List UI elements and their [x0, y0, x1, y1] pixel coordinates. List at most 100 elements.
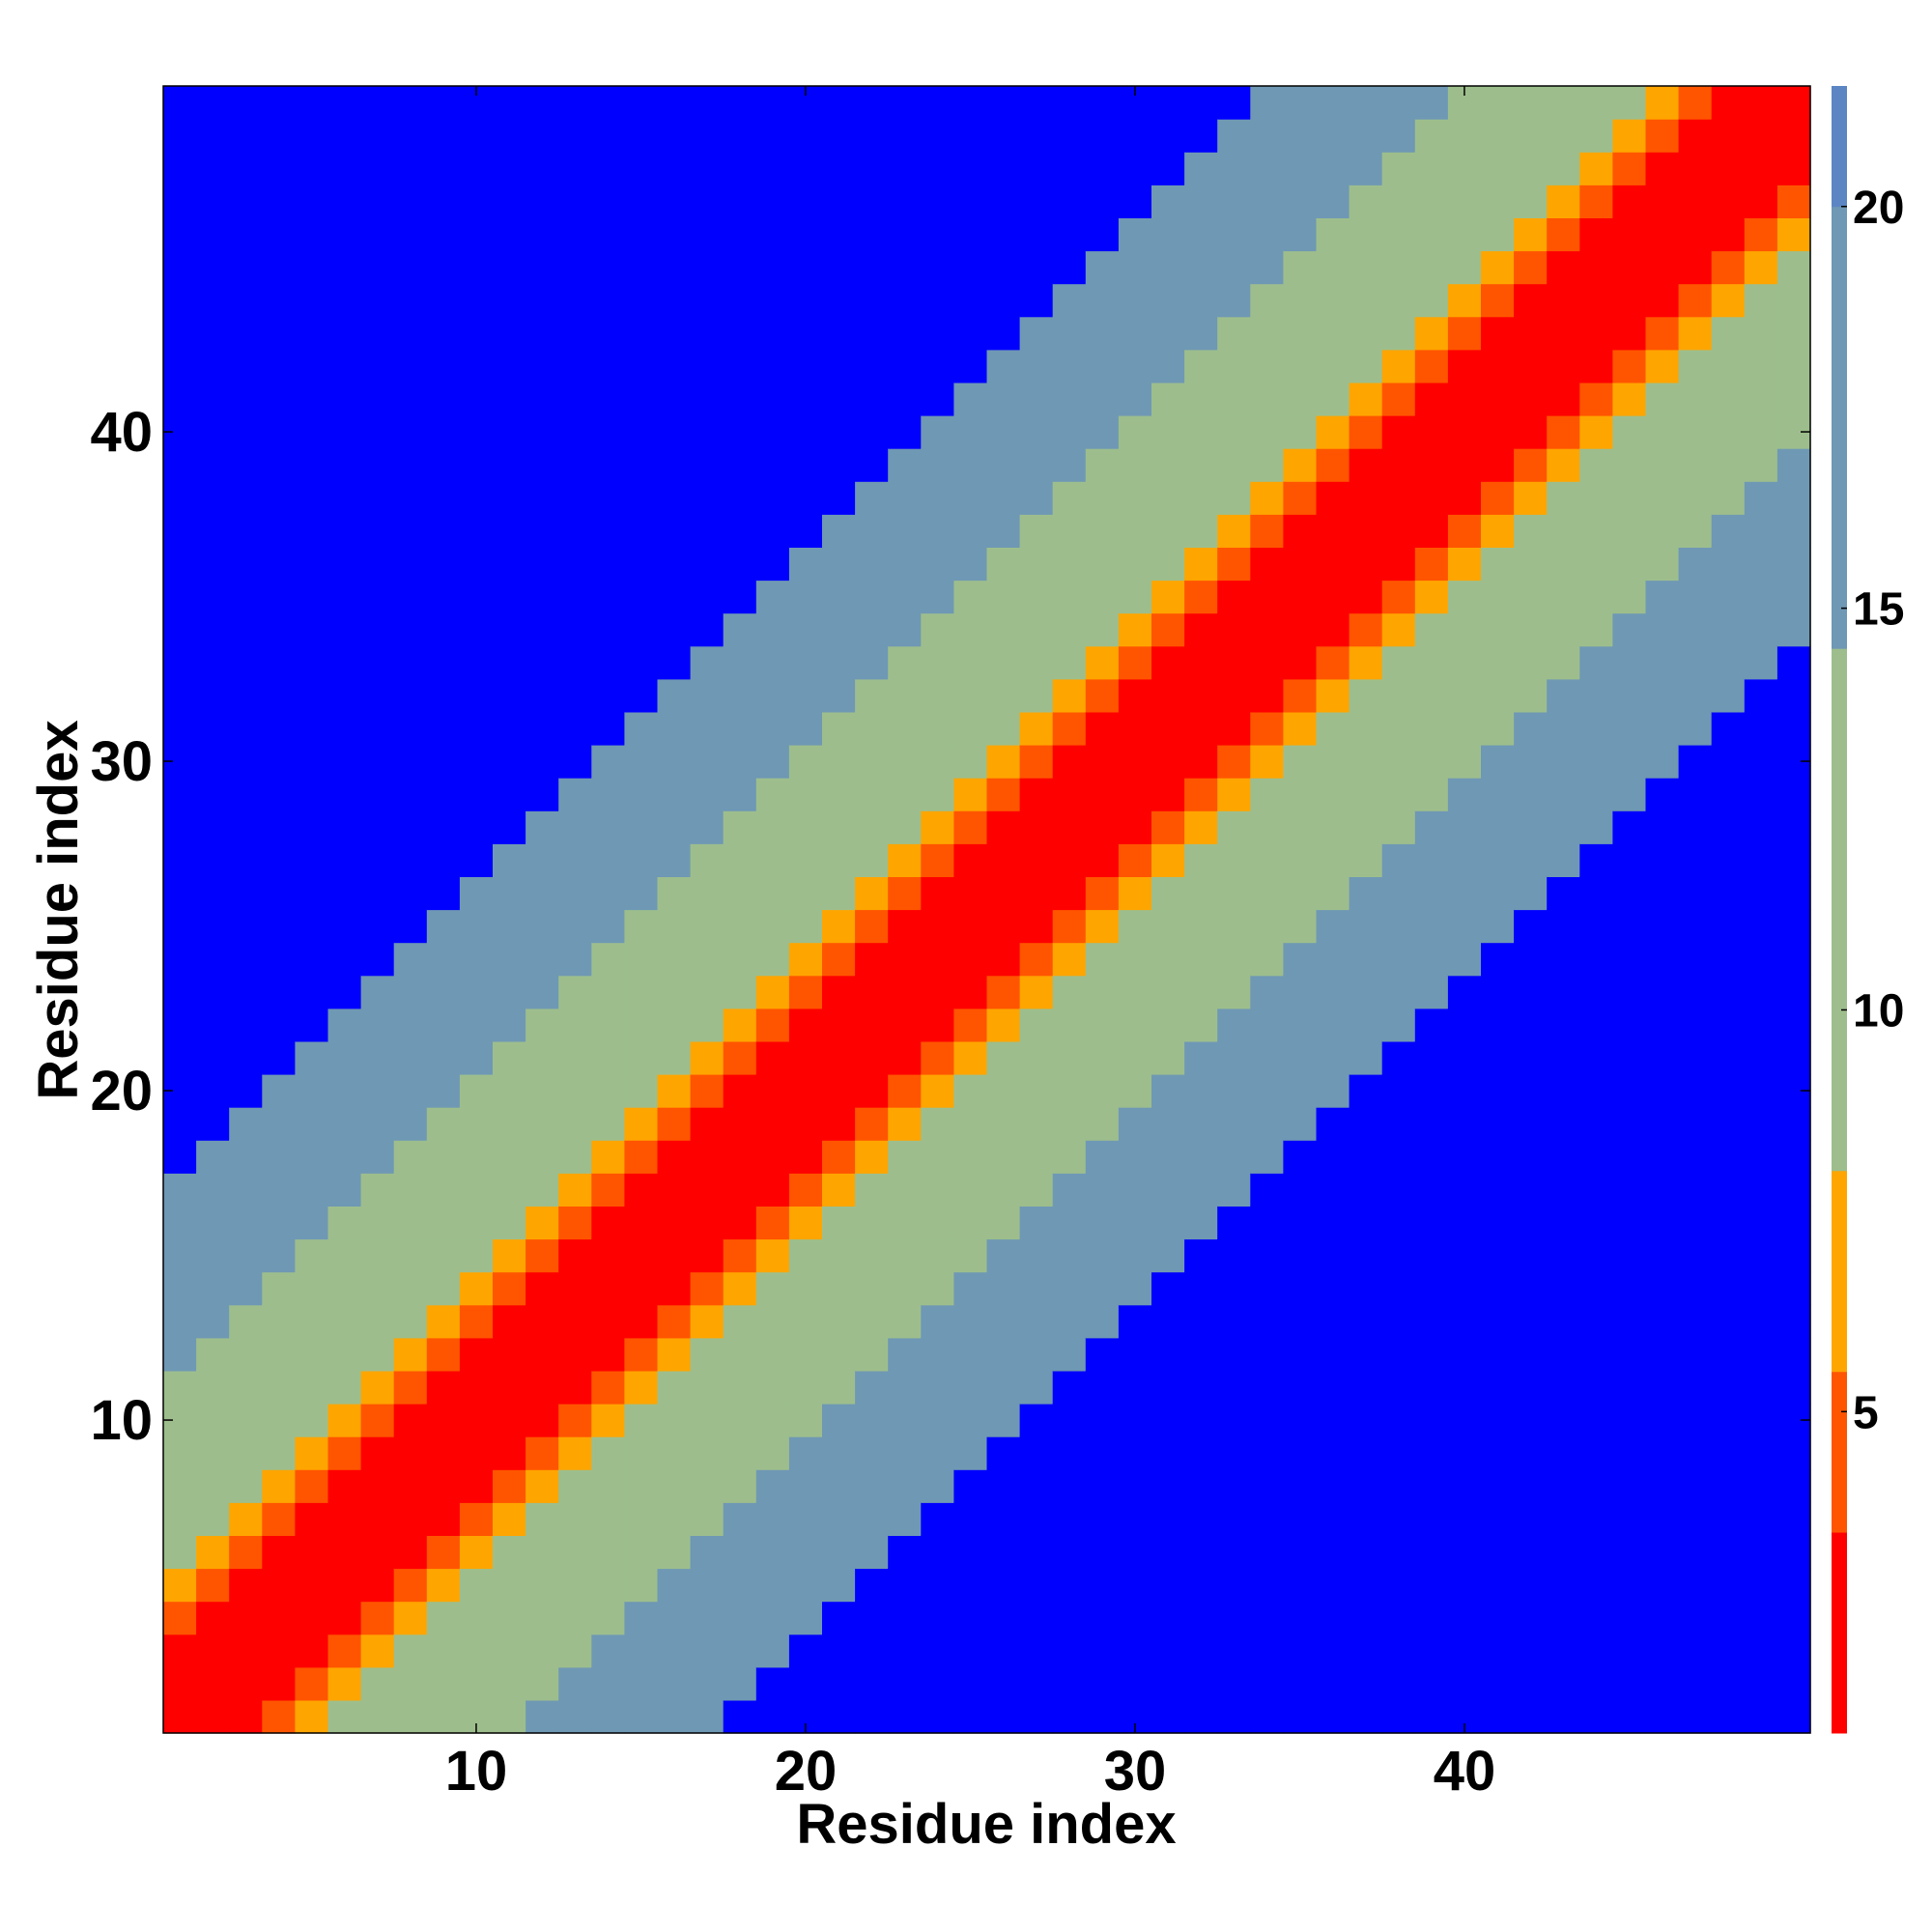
heatmap-cell [1776, 547, 1811, 582]
heatmap-cell [1381, 580, 1416, 614]
heatmap-cell [1481, 1436, 1515, 1470]
heatmap-cell [855, 1502, 889, 1536]
heatmap-cell [1085, 909, 1120, 944]
heatmap-cell [459, 382, 494, 416]
heatmap-cell [493, 975, 526, 1009]
heatmap-cell [591, 382, 625, 416]
heatmap-cell [196, 514, 230, 548]
heatmap-cell [1645, 678, 1680, 713]
heatmap-cell [1250, 382, 1284, 416]
heatmap-cell [1414, 1074, 1449, 1108]
heatmap-cell [953, 481, 988, 515]
heatmap-cell [1514, 1370, 1548, 1405]
heatmap-cell [1316, 1074, 1350, 1108]
heatmap-cell [196, 876, 230, 911]
heatmap-cell [1250, 1304, 1284, 1339]
heatmap-cell [426, 975, 461, 1009]
heatmap-cell [1085, 580, 1120, 614]
heatmap-cell [1711, 942, 1746, 977]
heatmap-cell [1217, 250, 1251, 285]
heatmap-cell [624, 1634, 659, 1668]
heatmap-cell [986, 152, 1021, 185]
heatmap-cell [493, 942, 526, 977]
heatmap-cell [1217, 612, 1251, 647]
heatmap-cell [755, 678, 790, 713]
heatmap-cell [393, 514, 428, 548]
heatmap-cell [953, 1436, 988, 1470]
heatmap-cell [360, 580, 395, 614]
heatmap-cell [1481, 1337, 1515, 1372]
heatmap-cell [953, 1008, 988, 1042]
heatmap-cell [624, 1140, 659, 1174]
heatmap-cell [1085, 1206, 1120, 1240]
heatmap-cell [1514, 843, 1548, 877]
heatmap-cell [1052, 1074, 1087, 1108]
heatmap-cell [1381, 843, 1416, 877]
heatmap-cell [1381, 1502, 1416, 1536]
heatmap-cell [788, 1535, 823, 1570]
heatmap-cell [196, 778, 230, 811]
heatmap-cell [1052, 1568, 1087, 1603]
heatmap-cell [1118, 1173, 1152, 1207]
heatmap-cell [295, 1404, 329, 1437]
heatmap-cell [1612, 86, 1647, 120]
colorbar [1832, 86, 1847, 1734]
heatmap-cell [426, 1469, 461, 1503]
heatmap-cell [1776, 349, 1811, 384]
heatmap-cell [888, 810, 922, 844]
heatmap-cell [1217, 316, 1251, 351]
heatmap-cell [493, 1337, 526, 1372]
heatmap-cell [295, 1502, 329, 1536]
heatmap-cell [459, 185, 494, 218]
heatmap-cell [1711, 1074, 1746, 1108]
heatmap-cell [1776, 382, 1811, 416]
heatmap-cell [1612, 612, 1647, 647]
heatmap-cell [1579, 711, 1613, 746]
heatmap-cell [921, 1271, 954, 1306]
heatmap-cell [888, 481, 922, 515]
heatmap-cell [723, 1666, 757, 1701]
colorbar-segment [1832, 86, 1847, 208]
heatmap-cell [1711, 514, 1746, 548]
heatmap-cell [1612, 1304, 1647, 1339]
heatmap-cell [1184, 909, 1218, 944]
heatmap-cell [1184, 547, 1218, 582]
heatmap-cell [657, 1666, 692, 1701]
heatmap-cell [327, 316, 362, 351]
heatmap-cell [493, 1568, 526, 1603]
heatmap-cell [855, 843, 889, 877]
heatmap-cell [229, 1140, 263, 1174]
heatmap-cell [426, 843, 461, 877]
heatmap-cell [1349, 810, 1383, 844]
heatmap-cell [788, 778, 823, 811]
heatmap-cell [822, 580, 856, 614]
heatmap-cell [1414, 580, 1449, 614]
heatmap-cell [1711, 1304, 1746, 1339]
heatmap-cell [1217, 1502, 1251, 1536]
heatmap-cell [1514, 1469, 1548, 1503]
heatmap-cell [690, 580, 724, 614]
heatmap-cell [1085, 1469, 1120, 1503]
heatmap-cell [690, 250, 724, 285]
heatmap-cell [690, 1601, 724, 1635]
heatmap-cell [657, 1436, 692, 1470]
heatmap-cell [1184, 678, 1218, 713]
heatmap-cell [1514, 1502, 1548, 1536]
heatmap-cell [426, 119, 461, 153]
heatmap-cell [1381, 975, 1416, 1009]
heatmap-cell [327, 645, 362, 680]
heatmap-cell [1283, 1601, 1318, 1635]
heatmap-cell [1349, 448, 1383, 482]
heatmap-cell [953, 1304, 988, 1339]
heatmap-cell [1447, 250, 1482, 285]
heatmap-cell [526, 316, 559, 351]
heatmap-cell [1019, 778, 1054, 811]
heatmap-cell [888, 415, 922, 449]
heatmap-cell [1645, 1337, 1680, 1372]
heatmap-cell [229, 1699, 263, 1734]
heatmap-cell [526, 1502, 559, 1536]
heatmap-cell [1250, 185, 1284, 218]
heatmap-cell [986, 1601, 1021, 1635]
heatmap-cell [1184, 1238, 1218, 1273]
heatmap-cell [822, 86, 856, 120]
